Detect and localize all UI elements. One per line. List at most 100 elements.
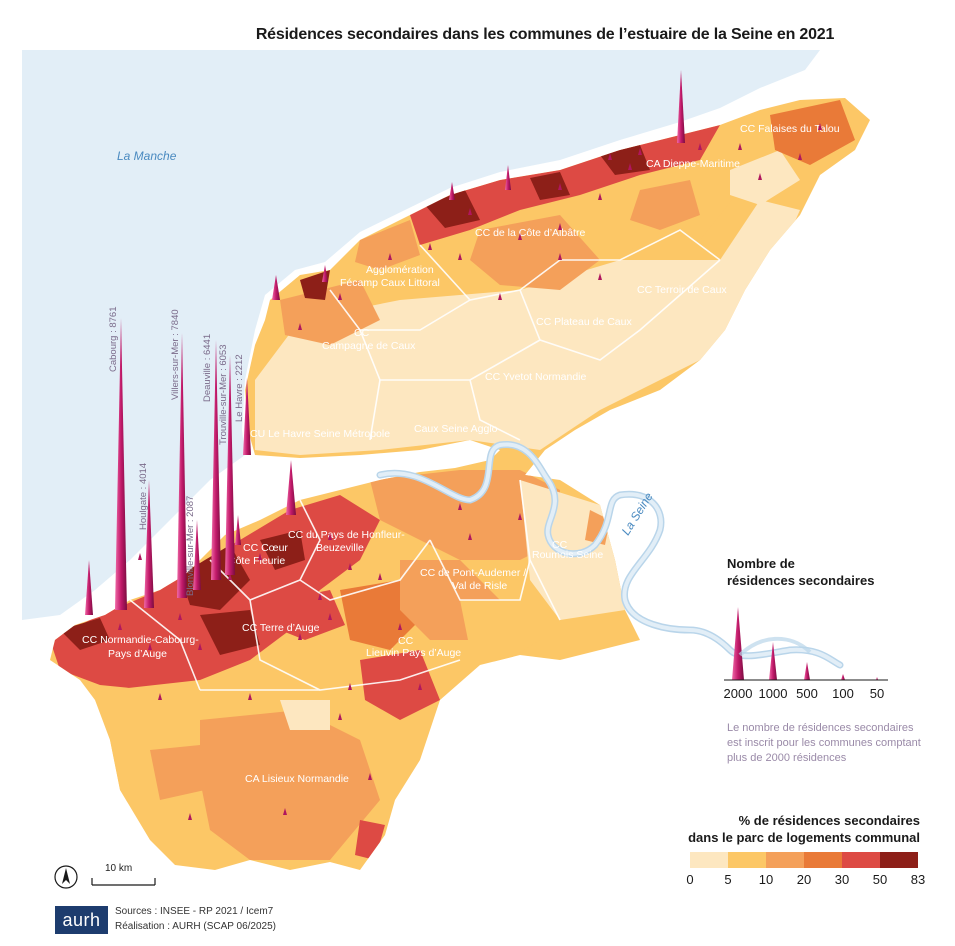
epci-label: CC Yvetot Normandie bbox=[485, 371, 587, 383]
epci-label: Lieuvin Pays d’Auge bbox=[366, 647, 461, 659]
spike-label: Villers-sur-Mer : 7840 bbox=[170, 309, 181, 400]
commune-spike bbox=[338, 713, 342, 720]
spike-label: Cabourg : 8761 bbox=[108, 307, 119, 373]
epci-label: CC Cœur bbox=[243, 542, 288, 554]
map-title: Résidences secondaires dans les communes… bbox=[255, 26, 835, 43]
commune-spike bbox=[328, 613, 332, 620]
commune-spike bbox=[198, 643, 202, 650]
color-bin bbox=[690, 852, 728, 868]
spike-houlgate: Houlgate : 4014 bbox=[138, 463, 154, 608]
commune-spike bbox=[368, 773, 372, 780]
color-legend-title-line2: dans le parc de logements communal bbox=[688, 830, 920, 845]
color-bin bbox=[842, 852, 880, 868]
epci-label: CC de Pont-Audemer / bbox=[420, 567, 526, 579]
epci-label: Fécamp Caux Littoral bbox=[340, 277, 440, 289]
spike-label: Trouville-sur-Mer : 6053 bbox=[218, 345, 229, 445]
epci-labels: CC Falaises du Talou CA Dieppe-Maritime … bbox=[82, 123, 840, 785]
commune-spike bbox=[558, 253, 562, 260]
commune-spike bbox=[518, 513, 522, 520]
commune-spike bbox=[418, 683, 422, 690]
commune-spike bbox=[178, 613, 182, 620]
epci-label: CC Falaises du Talou bbox=[740, 123, 840, 135]
commune-spike bbox=[148, 643, 152, 650]
size-legend-graphic bbox=[724, 607, 888, 681]
epci-label: CA Lisieux Normandie bbox=[245, 773, 349, 785]
commune-spike bbox=[558, 183, 562, 190]
commune-spike bbox=[118, 623, 122, 630]
color-break-label: 10 bbox=[758, 872, 774, 887]
epci-label: CU Le Havre Seine Métropole bbox=[250, 428, 390, 440]
commune-spike bbox=[468, 533, 472, 540]
size-legend-note: Le nombre de résidences secondaires est … bbox=[727, 722, 921, 764]
commune-spike bbox=[348, 563, 352, 570]
commune-spike bbox=[298, 323, 302, 330]
scale-bar bbox=[91, 878, 156, 886]
epci-label: CC Terre d’Auge bbox=[242, 622, 320, 634]
color-break-label: 0 bbox=[686, 872, 694, 887]
size-step: 100 bbox=[832, 686, 854, 701]
commune-spike bbox=[348, 683, 352, 690]
color-break-label: 20 bbox=[796, 872, 812, 887]
epci-label: CC bbox=[552, 539, 568, 551]
commune-spike bbox=[608, 153, 612, 160]
spike-trouville: Trouville-sur-Mer : 6053 bbox=[218, 345, 235, 575]
epci-label: Agglomération bbox=[366, 264, 434, 276]
size-legend-title-line2: résidences secondaires bbox=[727, 573, 875, 588]
commune-spike bbox=[758, 173, 762, 180]
commune-spike bbox=[328, 533, 332, 540]
commune-spike bbox=[298, 633, 302, 640]
spike-cabourg: Cabourg : 8761 bbox=[108, 307, 127, 610]
commune-spike bbox=[518, 233, 522, 240]
epci-label: CC Plateau de Caux bbox=[536, 316, 632, 328]
size-step: 1000 bbox=[758, 686, 788, 701]
north-arrow bbox=[54, 865, 78, 889]
epci-label: CC Normandie-Cabourg- bbox=[82, 634, 199, 646]
epci-label: CC de la Côte d’Albâtre bbox=[475, 227, 585, 239]
color-break-label: 83 bbox=[910, 872, 926, 887]
epci-label: Roumois Seine bbox=[532, 549, 603, 561]
commune-spike bbox=[378, 573, 382, 580]
scale-label: 10 km bbox=[105, 863, 133, 874]
commune-spike bbox=[388, 253, 392, 260]
commune-spike bbox=[628, 163, 632, 170]
seine-river bbox=[376, 441, 844, 669]
spike-label: Le Havre : 2212 bbox=[234, 354, 245, 422]
spike-label: Houlgate : 4014 bbox=[138, 463, 149, 530]
size-legend-steps: 2000 1000 500 100 50 bbox=[723, 686, 895, 704]
commune-spike bbox=[458, 253, 462, 260]
credits-line: Réalisation : AURH (SCAP 06/2025) bbox=[115, 921, 277, 932]
commune-spike bbox=[738, 143, 742, 150]
epci-label: Campagne de Caux bbox=[322, 340, 416, 352]
commune-spike bbox=[318, 593, 322, 600]
spike-blonville: Blonville-sur-Mer : 2087 bbox=[185, 496, 201, 596]
epci-label: Côte Fleurie bbox=[228, 555, 285, 567]
commune-spike bbox=[188, 813, 192, 820]
epci-label: CC bbox=[398, 635, 414, 647]
size-legend-title-line1: Nombre de bbox=[727, 556, 795, 571]
spike-deauville: Deauville : 6441 bbox=[202, 334, 221, 580]
commune-spike bbox=[248, 693, 252, 700]
big-spikes: Cabourg : 8761 Houlgate : 4014 Villers-s… bbox=[85, 70, 685, 615]
commune-spike bbox=[338, 293, 342, 300]
epci-label: CA Dieppe-Maritime bbox=[646, 158, 740, 170]
sea-area bbox=[22, 50, 820, 620]
epci-label: Beuzeville bbox=[316, 542, 364, 554]
color-legend-title: % de résidences secondaires dans le parc… bbox=[670, 812, 920, 846]
commune-spike bbox=[258, 553, 262, 560]
epci-label: Pays d’Auge bbox=[108, 648, 167, 660]
commune-spike bbox=[638, 148, 642, 155]
sources-line: Sources : INSEE - RP 2021 / Icem7 bbox=[115, 906, 274, 917]
epci-label: Caux Seine Agglo bbox=[414, 423, 498, 435]
small-spikes bbox=[118, 123, 822, 820]
commune-spike bbox=[558, 223, 562, 230]
commune-spike bbox=[798, 153, 802, 160]
sea-label: La Manche bbox=[117, 149, 177, 163]
size-step: 2000 bbox=[723, 686, 753, 701]
commune-spike bbox=[138, 553, 142, 560]
commune-spike bbox=[468, 208, 472, 215]
color-bin bbox=[880, 852, 918, 868]
color-bin bbox=[728, 852, 766, 868]
epci-label: CC du Pays de Honfleur- bbox=[288, 529, 405, 541]
commune-spike bbox=[498, 293, 502, 300]
